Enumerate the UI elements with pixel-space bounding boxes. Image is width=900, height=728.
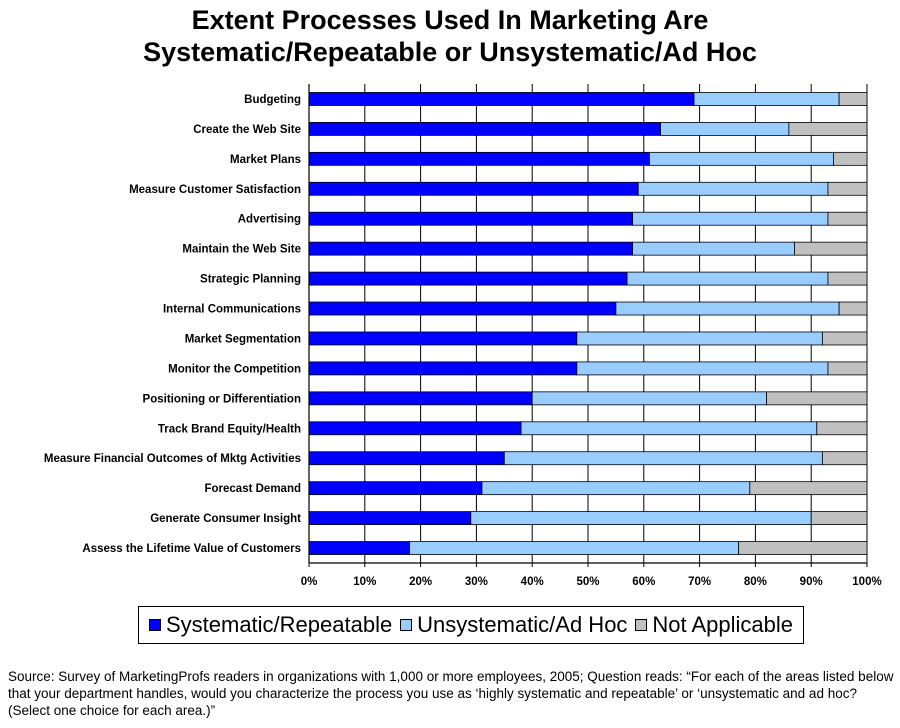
legend-item-not-applicable: Not Applicable — [635, 612, 793, 638]
legend-label-systematic: Systematic/Repeatable — [165, 612, 393, 637]
bar-segment — [821, 451, 868, 466]
bar-segment — [738, 541, 868, 555]
bar-segment — [794, 241, 868, 256]
bar-segment — [838, 92, 868, 106]
x-tick-label: 100% — [852, 576, 881, 588]
bar-segment — [308, 241, 634, 256]
category-label: Strategic Planning — [200, 274, 301, 286]
category-label: Market Segmentation — [185, 333, 301, 345]
x-tick-label: 80% — [744, 576, 767, 588]
bar-segment — [821, 331, 868, 346]
legend-item-unsystematic: Unsystematic/Ad Hoc — [400, 612, 627, 638]
bar-segment — [308, 301, 617, 316]
legend-label-unsystematic: Unsystematic/Ad Hoc — [417, 612, 628, 637]
bar-segment — [308, 361, 578, 376]
x-tick-label: 70% — [688, 576, 711, 588]
bar-segment — [308, 391, 533, 406]
x-tick-label: 50% — [576, 576, 599, 588]
bar-segment — [520, 421, 818, 436]
bar-segment — [308, 122, 661, 136]
bar-segment — [308, 451, 505, 466]
bar-segment — [470, 511, 812, 525]
x-tick-label: 20% — [409, 576, 432, 588]
legend-label-not-applicable: Not Applicable — [652, 612, 794, 637]
legend-swatch-systematic — [148, 619, 161, 631]
bar-segment — [766, 391, 868, 406]
chart-title: Extent Processes Used In Marketing Are S… — [0, 4, 900, 68]
bar-segment — [660, 122, 790, 136]
bar-segment — [749, 481, 868, 496]
bar-segment — [308, 331, 578, 346]
bar-segment — [615, 301, 840, 316]
category-label: Measure Financial Outcomes of Mktg Activ… — [44, 453, 301, 465]
bar-segment — [648, 151, 834, 166]
category-label: Forecast Demand — [204, 483, 301, 495]
bar-segment — [576, 331, 823, 346]
bar-segment — [626, 271, 829, 286]
bar-segment — [827, 181, 868, 196]
bar-segment — [788, 122, 868, 136]
category-label: Track Brand Equity/Health — [158, 423, 301, 435]
x-tick-label: 10% — [353, 576, 376, 588]
category-label: Market Plans — [230, 154, 301, 166]
bar-segment — [827, 211, 868, 226]
bar-segment — [308, 511, 472, 525]
bar-segment — [531, 391, 767, 406]
legend-swatch-not-applicable — [635, 619, 648, 631]
category-label: Budgeting — [244, 94, 301, 106]
bar-segment — [308, 421, 522, 436]
bar-segment — [637, 181, 829, 196]
category-label: Create the Web Site — [193, 124, 301, 136]
chart-title-line-2: Systematic/Repeatable or Unsystematic/Ad… — [143, 37, 757, 67]
bar-segment — [816, 421, 868, 436]
bar-segment — [308, 271, 628, 286]
category-label: Generate Consumer Insight — [150, 513, 301, 525]
category-label: Internal Communications — [163, 304, 301, 316]
source-note: Source: Survey of MarketingProfs readers… — [8, 669, 894, 718]
bar-segment — [308, 151, 650, 166]
x-tick-label: 0% — [301, 576, 318, 588]
x-tick-label: 90% — [800, 576, 823, 588]
bar-segment — [308, 211, 634, 226]
category-label: Advertising — [238, 214, 301, 226]
bar-segment — [576, 361, 829, 376]
bar-segment — [308, 481, 483, 496]
bar-segment — [827, 361, 868, 376]
bar-segment — [481, 481, 751, 496]
bar-segment — [693, 92, 840, 106]
bar-segment — [632, 241, 795, 256]
bar-segment — [810, 511, 868, 525]
legend: Systematic/Repeatable Unsystematic/Ad Ho… — [138, 606, 804, 644]
bar-segment — [833, 151, 868, 166]
bar-segment — [503, 451, 823, 466]
legend-item-systematic: Systematic/Repeatable — [148, 612, 393, 638]
bar-segment — [409, 541, 740, 555]
category-label: Positioning or Differentiation — [143, 393, 301, 405]
bar-segment — [308, 541, 410, 555]
category-label: Assess the Lifetime Value of Customers — [82, 543, 301, 555]
stacked-bar-chart: Budgeting Create the Web Site Market Plans… — [44, 84, 882, 588]
bar-segment — [632, 211, 829, 226]
category-label: Monitor the Competition — [168, 363, 301, 375]
chart-title-line-1: Extent Processes Used In Marketing Are — [191, 5, 709, 35]
bar-segment — [308, 92, 695, 106]
bar-segment — [827, 271, 868, 286]
x-tick-label: 30% — [465, 576, 488, 588]
bar-segment — [308, 181, 639, 196]
legend-swatch-unsystematic — [400, 619, 413, 631]
x-tick-label: 40% — [521, 576, 544, 588]
category-label: Measure Customer Satisfaction — [129, 184, 301, 196]
x-tick-label: 60% — [632, 576, 655, 588]
category-label: Maintain the Web Site — [182, 244, 301, 256]
bar-segment — [838, 301, 868, 316]
